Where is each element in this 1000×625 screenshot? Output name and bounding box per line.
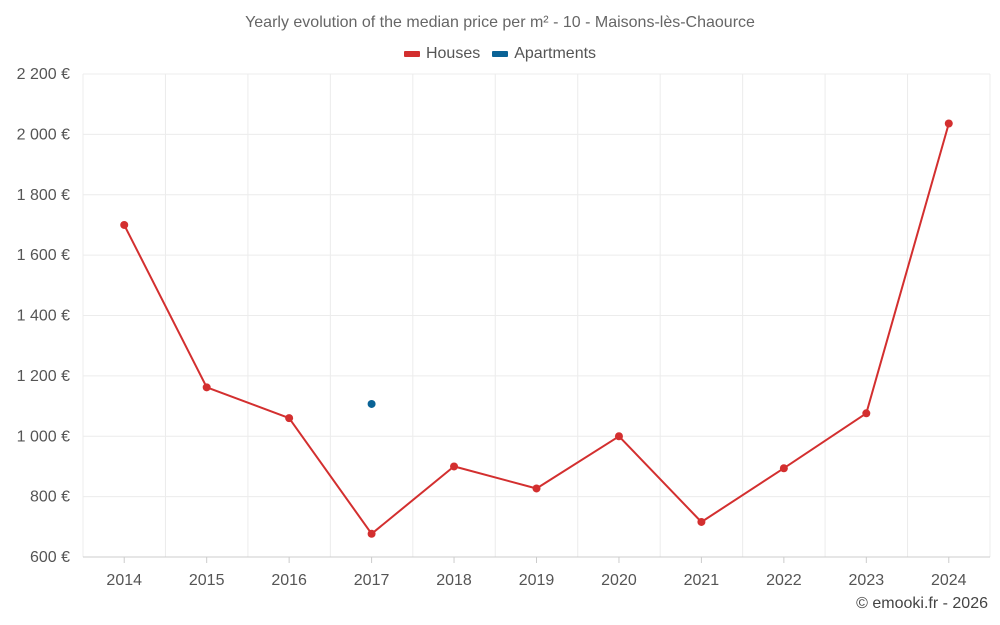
legend-item-houses[interactable]: Houses — [403, 45, 481, 63]
data-point-houses — [285, 414, 294, 423]
y-axis: 600 € 800 € 1 000 € 1 200 € 1 400 € 1 600 € 1 … — [17, 66, 70, 566]
x-tick-label: 2019 — [519, 572, 555, 589]
y-tick-label: 1 400 € — [17, 308, 70, 325]
data-point-houses — [367, 529, 376, 538]
legend-swatch-houses — [403, 51, 420, 57]
data-point-houses — [944, 119, 953, 128]
data-point-houses — [779, 464, 788, 473]
x-tick-label: 2021 — [684, 572, 720, 589]
credit: © emooki.fr - 2026 — [856, 595, 988, 612]
data-point-houses — [202, 383, 211, 392]
x-tick-label: 2016 — [271, 572, 307, 589]
x-tick-label: 2023 — [849, 572, 885, 589]
legend-swatch-apartments — [492, 51, 509, 57]
grid — [82, 73, 991, 558]
y-tick-label: 1 600 € — [17, 247, 70, 264]
legend: Houses Apartments — [0, 45, 1000, 63]
y-tick-label: 2 000 € — [17, 126, 70, 143]
y-tick-label: 1 000 € — [17, 428, 70, 445]
x-axis: 2014 2015 2016 2017 2018 2019 2020 2021 2022 2023… — [83, 556, 990, 589]
y-tick-label: 2 200 € — [17, 66, 70, 83]
data-point-houses — [532, 484, 541, 493]
data-point-apartments — [367, 399, 376, 408]
data-point-houses — [120, 220, 129, 229]
x-tick-label: 2015 — [189, 572, 225, 589]
x-tick-label: 2024 — [931, 572, 967, 589]
x-tick-label: 2022 — [766, 572, 802, 589]
data-point-houses — [614, 432, 623, 441]
data-point-houses — [450, 462, 459, 471]
y-tick-label: 800 € — [30, 489, 70, 506]
series-points — [120, 119, 953, 538]
chart-title: Yearly evolution of the median price per… — [245, 14, 755, 31]
y-tick-label: 1 800 € — [17, 187, 70, 204]
data-point-houses — [862, 409, 871, 418]
x-tick-label: 2014 — [106, 572, 142, 589]
y-tick-label: 600 € — [30, 549, 70, 566]
legend-label-houses: Houses — [425, 45, 481, 62]
y-tick-label: 1 200 € — [17, 368, 70, 385]
x-tick-label: 2018 — [436, 572, 472, 589]
legend-item-apartments[interactable]: Apartments — [492, 45, 596, 63]
x-tick-label: 2020 — [601, 572, 637, 589]
x-tick-label: 2017 — [354, 572, 390, 589]
data-point-houses — [697, 517, 706, 526]
legend-label-apartments: Apartments — [514, 45, 597, 62]
